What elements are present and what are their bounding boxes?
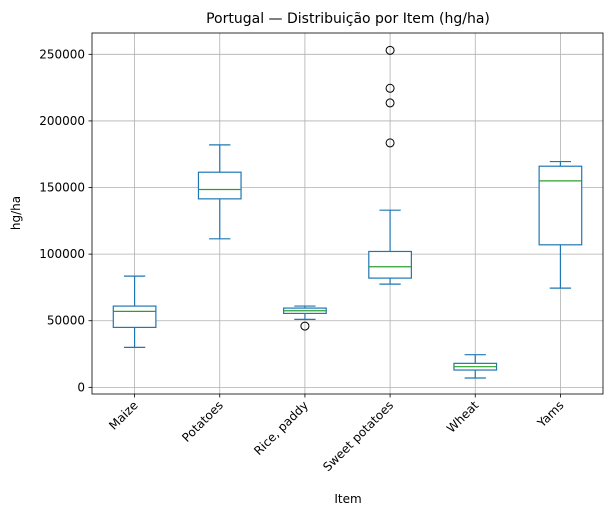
chart-title: Portugal — Distribuição por Item (hg/ha) (206, 11, 490, 27)
box-iqr (112, 305, 157, 328)
y-axis: 0 50000 100000 150000 200000 250000 (39, 47, 92, 394)
box-iqr (368, 250, 412, 279)
y-tick-label: 150000 (39, 181, 85, 195)
y-axis-label: hg/ha (9, 196, 23, 230)
box-wheat (453, 354, 498, 379)
box-maize (112, 275, 157, 348)
outlier-point (300, 321, 310, 331)
plot-frame (91, 32, 604, 395)
box-iqr (197, 171, 242, 200)
y-tick-label: 50000 (47, 314, 85, 328)
outlier-point (385, 98, 395, 108)
box-plots (112, 45, 583, 379)
outlier-point (385, 45, 395, 55)
box-iqr (538, 165, 583, 246)
outlier-point (385, 83, 395, 93)
y-tick-label: 100000 (39, 247, 85, 261)
box-yams (538, 160, 583, 289)
box-rice-paddy (283, 305, 327, 331)
y-tick-label: 200000 (39, 114, 85, 128)
box-potatoes (197, 144, 242, 240)
y-tick-label: 250000 (39, 47, 85, 61)
box-sweet-potatoes (368, 45, 412, 285)
y-tick-label: 0 (77, 380, 85, 394)
x-axis-label: Item (334, 492, 361, 506)
outlier-point (385, 138, 395, 148)
